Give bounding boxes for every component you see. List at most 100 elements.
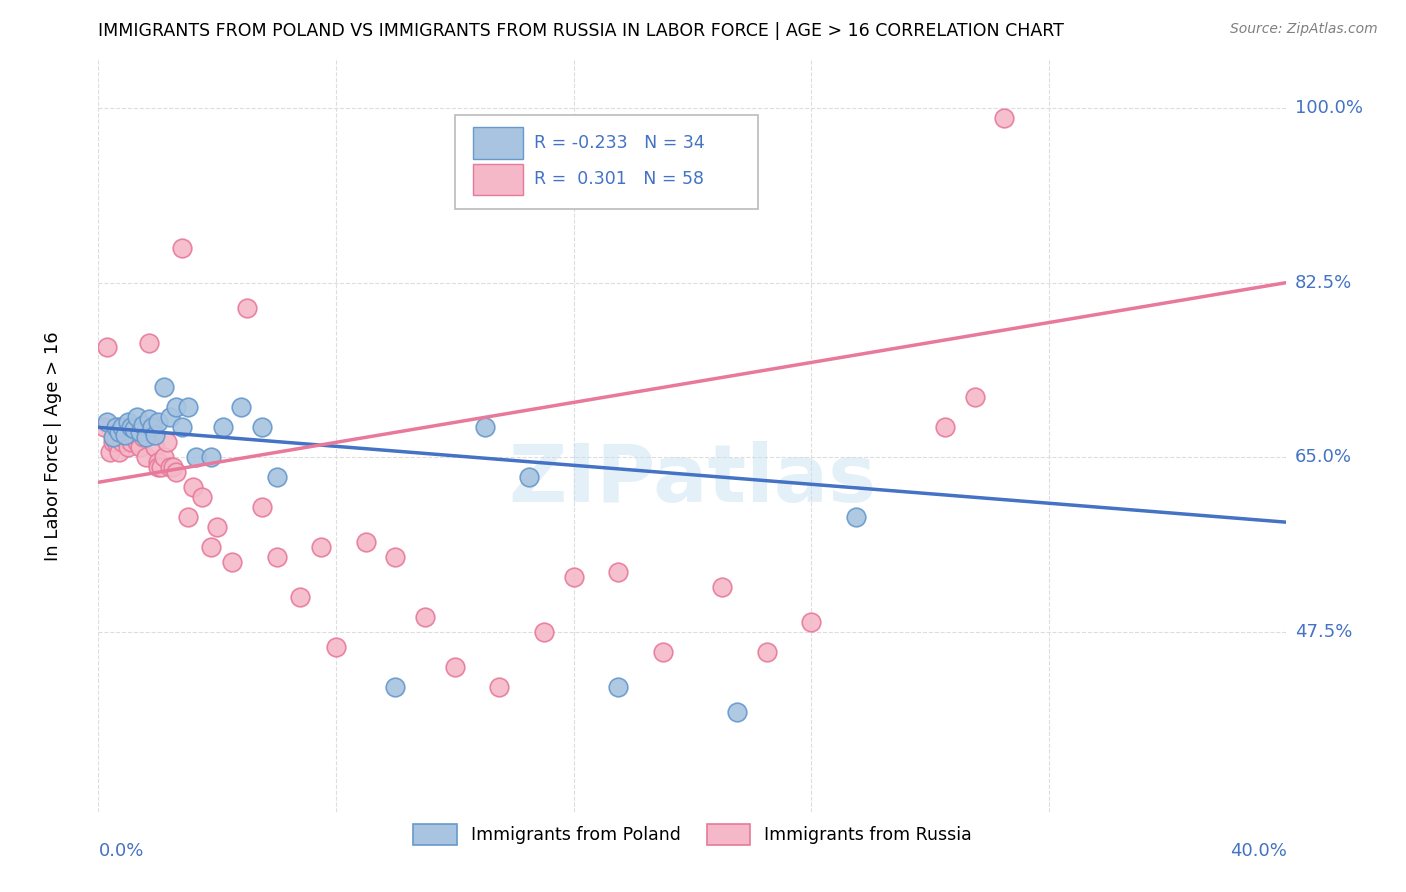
Point xyxy=(117,440,139,454)
Text: 65.0%: 65.0% xyxy=(1295,449,1351,467)
Text: ZIPatlas: ZIPatlas xyxy=(509,441,876,519)
Point xyxy=(143,440,166,454)
Point xyxy=(146,416,169,430)
Point xyxy=(170,241,193,255)
Point xyxy=(120,435,142,450)
Point xyxy=(122,422,145,436)
Point xyxy=(159,410,181,425)
Point xyxy=(114,428,136,442)
Point xyxy=(562,570,585,584)
Point xyxy=(651,645,673,659)
FancyBboxPatch shape xyxy=(472,163,523,195)
Point xyxy=(98,445,121,459)
Point xyxy=(114,433,136,447)
Point xyxy=(120,420,142,434)
Point xyxy=(250,420,273,434)
Point xyxy=(165,401,187,415)
Point xyxy=(205,520,228,534)
Point xyxy=(266,550,288,565)
Text: Source: ZipAtlas.com: Source: ZipAtlas.com xyxy=(1230,22,1378,37)
Point xyxy=(108,425,131,440)
Point xyxy=(143,428,166,442)
Point xyxy=(845,510,868,524)
Point xyxy=(146,455,169,469)
Point xyxy=(229,401,252,415)
Text: 47.5%: 47.5% xyxy=(1295,623,1353,641)
Point xyxy=(138,335,160,350)
Point xyxy=(146,460,169,475)
Point xyxy=(122,430,145,444)
Text: 0.0%: 0.0% xyxy=(98,842,143,860)
Point xyxy=(152,450,174,465)
Point xyxy=(132,418,155,433)
Point xyxy=(200,450,222,465)
Point xyxy=(129,440,152,454)
Point xyxy=(141,420,163,434)
Point xyxy=(186,450,208,465)
Point xyxy=(103,435,125,450)
Point xyxy=(129,425,152,440)
Point xyxy=(170,420,193,434)
Point xyxy=(132,420,155,434)
Point xyxy=(354,535,377,549)
Point xyxy=(221,555,243,569)
Point xyxy=(103,430,125,444)
Point xyxy=(108,420,131,434)
Point xyxy=(141,420,163,434)
Point xyxy=(105,435,128,450)
Point xyxy=(176,401,198,415)
Point xyxy=(413,610,436,624)
Text: 100.0%: 100.0% xyxy=(1295,99,1362,117)
Point xyxy=(111,420,134,434)
Text: IMMIGRANTS FROM POLAND VS IMMIGRANTS FROM RUSSIA IN LABOR FORCE | AGE > 16 CORRE: IMMIGRANTS FROM POLAND VS IMMIGRANTS FRO… xyxy=(98,22,1064,40)
Point xyxy=(266,470,288,484)
Point xyxy=(290,590,312,604)
Point xyxy=(474,420,496,434)
Point xyxy=(443,660,465,674)
Point xyxy=(711,580,734,594)
Point xyxy=(105,420,128,434)
Point xyxy=(800,615,823,629)
Point xyxy=(607,680,630,694)
Point xyxy=(159,460,181,475)
FancyBboxPatch shape xyxy=(472,128,523,159)
Point xyxy=(183,480,205,494)
Point xyxy=(963,391,986,405)
Point xyxy=(111,435,134,450)
FancyBboxPatch shape xyxy=(456,114,758,209)
Text: 82.5%: 82.5% xyxy=(1295,274,1353,292)
Point xyxy=(934,420,956,434)
Point xyxy=(93,420,115,434)
Point xyxy=(755,645,778,659)
Point xyxy=(533,625,555,640)
Text: R = -0.233   N = 34: R = -0.233 N = 34 xyxy=(534,134,706,153)
Point xyxy=(135,430,157,444)
Point xyxy=(149,460,172,475)
Point xyxy=(152,380,174,394)
Point xyxy=(125,410,148,425)
Point xyxy=(108,445,131,459)
Point xyxy=(384,550,406,565)
Point xyxy=(993,111,1015,125)
Point xyxy=(325,640,347,654)
Legend: Immigrants from Poland, Immigrants from Russia: Immigrants from Poland, Immigrants from … xyxy=(406,817,979,852)
Point xyxy=(96,416,118,430)
Point xyxy=(96,341,118,355)
Point xyxy=(236,301,259,315)
Point xyxy=(135,450,157,465)
Point xyxy=(191,490,214,504)
Point xyxy=(138,412,160,426)
Point xyxy=(250,500,273,515)
Point xyxy=(165,465,187,479)
Text: R =  0.301   N = 58: R = 0.301 N = 58 xyxy=(534,170,704,188)
Point xyxy=(384,680,406,694)
Point xyxy=(212,420,235,434)
Point xyxy=(132,430,155,444)
Point xyxy=(488,680,510,694)
Point xyxy=(200,540,222,554)
Point xyxy=(607,565,630,579)
Point xyxy=(176,510,198,524)
Point xyxy=(117,416,139,430)
Point xyxy=(162,460,184,475)
Point xyxy=(125,435,148,450)
